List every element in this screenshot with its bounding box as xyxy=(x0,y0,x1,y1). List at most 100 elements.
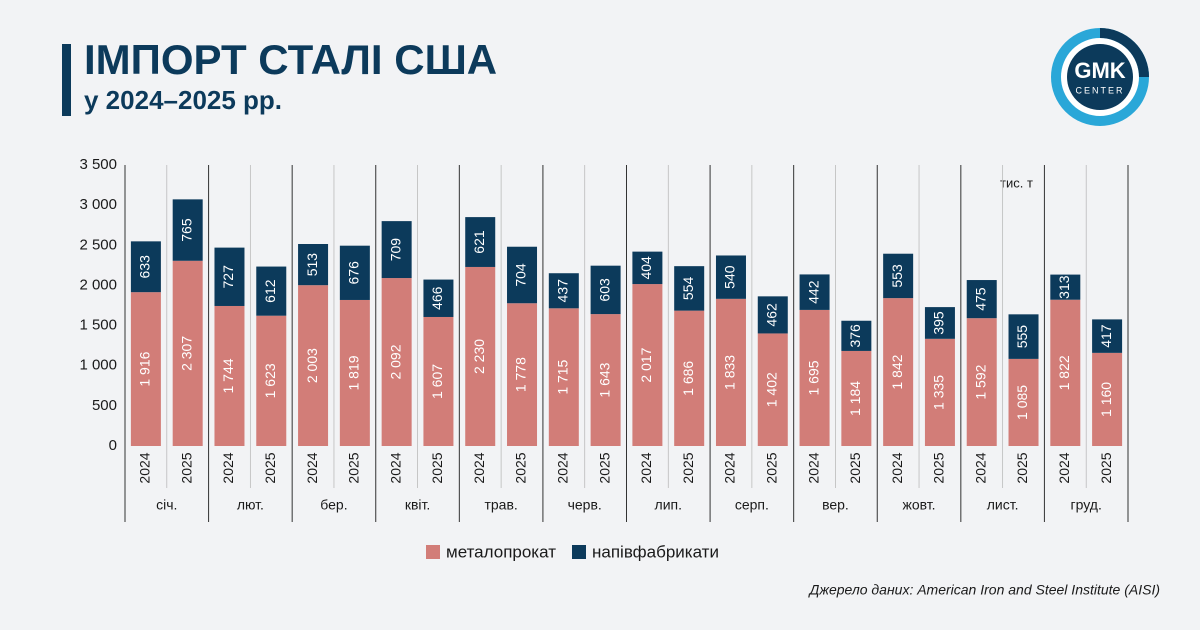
legend-label: напівфабрикати xyxy=(592,542,719,561)
value-label: 1 686 xyxy=(680,361,696,396)
value-label: 442 xyxy=(805,280,821,304)
bar-segment xyxy=(172,260,203,446)
bar-segment xyxy=(423,316,454,446)
bar-segment xyxy=(548,308,579,446)
x-tick-label: 2024 xyxy=(220,452,236,483)
value-label: 2 092 xyxy=(387,344,403,379)
y-tick-label: 1 500 xyxy=(79,317,117,334)
value-label: 1 744 xyxy=(220,358,236,393)
group-label: січ. xyxy=(156,497,177,513)
x-tick-label: 2024 xyxy=(972,452,988,483)
x-tick-label: 2024 xyxy=(638,452,654,483)
value-label: 1 916 xyxy=(137,351,153,386)
value-label: 1 085 xyxy=(1014,385,1030,420)
y-tick-label: 3 500 xyxy=(79,156,117,173)
y-tick-label: 3 000 xyxy=(79,196,117,213)
bar-segment xyxy=(715,255,746,299)
bar-segment xyxy=(841,350,872,446)
value-label: 1 715 xyxy=(555,359,571,394)
logo-arc xyxy=(1099,28,1149,78)
bar-segment xyxy=(339,245,370,300)
legend-swatch xyxy=(426,545,440,559)
bar-segment xyxy=(339,299,370,446)
value-label: 765 xyxy=(178,218,194,242)
bar-segment xyxy=(715,298,746,446)
bar-segment xyxy=(799,274,830,310)
value-label: 1 819 xyxy=(346,355,362,390)
value-label: 727 xyxy=(220,265,236,289)
title-bar xyxy=(62,44,71,116)
x-tick-label: 2024 xyxy=(1056,452,1072,483)
bar-segment xyxy=(590,265,621,315)
value-label: 1 160 xyxy=(1098,382,1114,417)
bar-segment xyxy=(757,333,788,446)
value-label: 404 xyxy=(638,256,654,280)
bar-segment xyxy=(883,253,914,299)
logo: GMK CENTER xyxy=(1051,28,1149,126)
y-tick-label: 0 xyxy=(109,437,117,454)
value-label: 1 643 xyxy=(596,362,612,397)
value-label: 1 778 xyxy=(513,357,529,392)
value-label: 417 xyxy=(1098,324,1114,348)
x-tick-label: 2025 xyxy=(1098,452,1114,483)
bar-segment xyxy=(632,251,663,285)
bar-segment xyxy=(465,266,496,446)
x-tick-label: 2024 xyxy=(555,452,571,483)
x-tick-label: 2024 xyxy=(471,452,487,483)
value-label: 2 230 xyxy=(471,339,487,374)
value-label: 313 xyxy=(1056,275,1072,299)
value-label: 612 xyxy=(262,279,278,303)
bar-segment xyxy=(590,314,621,446)
bar-segment xyxy=(298,244,329,286)
x-tick-label: 2024 xyxy=(304,452,320,483)
chart-title: ІМПОРТ СТАЛІ США xyxy=(84,36,497,83)
group-label: лип. xyxy=(655,497,682,513)
bar-segment xyxy=(214,305,245,446)
legend-label: металопрокат xyxy=(446,542,556,561)
source: Джерело даних: American Iron and Steel I… xyxy=(807,582,1160,598)
x-tick-label: 2025 xyxy=(847,452,863,483)
bar-segment xyxy=(214,247,245,306)
value-label: 466 xyxy=(429,286,445,310)
group-label: жовт. xyxy=(903,497,936,513)
group-label: бер. xyxy=(320,497,347,513)
x-tick-label: 2025 xyxy=(513,452,529,483)
y-tick-label: 2 500 xyxy=(79,236,117,253)
value-label: 621 xyxy=(471,230,487,254)
value-label: 676 xyxy=(346,261,362,285)
value-label: 2 307 xyxy=(178,336,194,371)
legend-swatch xyxy=(572,545,586,559)
value-label: 554 xyxy=(680,277,696,301)
value-label: 395 xyxy=(931,311,947,335)
value-label: 709 xyxy=(387,238,403,262)
group-label: лют. xyxy=(237,497,264,513)
value-label: 1 402 xyxy=(763,372,779,407)
bar-segment xyxy=(757,296,788,334)
y-tick-label: 1 000 xyxy=(79,357,117,374)
bar-segment xyxy=(1050,299,1081,446)
bar-segment xyxy=(1092,352,1123,446)
bar-segment xyxy=(256,266,287,316)
value-label: 2 003 xyxy=(304,348,320,383)
value-label: 1 833 xyxy=(722,355,738,390)
x-tick-label: 2025 xyxy=(1014,452,1030,483)
group-label: вер. xyxy=(822,497,849,513)
y-tick-label: 2 000 xyxy=(79,276,117,293)
bar-segment xyxy=(507,303,538,446)
bar-segment xyxy=(130,292,161,446)
value-label: 1 184 xyxy=(847,381,863,416)
x-tick-label: 2025 xyxy=(346,452,362,483)
bar-segment xyxy=(130,241,161,293)
bar-segment xyxy=(966,318,997,446)
value-label: 1 822 xyxy=(1056,355,1072,390)
value-label: 2 017 xyxy=(638,347,654,382)
group-label: груд. xyxy=(1071,497,1102,513)
bar-segment xyxy=(507,246,538,304)
bar-segment xyxy=(841,320,872,351)
value-label: 553 xyxy=(889,264,905,288)
value-label: 376 xyxy=(847,324,863,348)
x-tick-label: 2025 xyxy=(596,452,612,483)
chart-subtitle: у 2024–2025 рр. xyxy=(84,85,282,115)
value-label: 1 695 xyxy=(805,360,821,395)
